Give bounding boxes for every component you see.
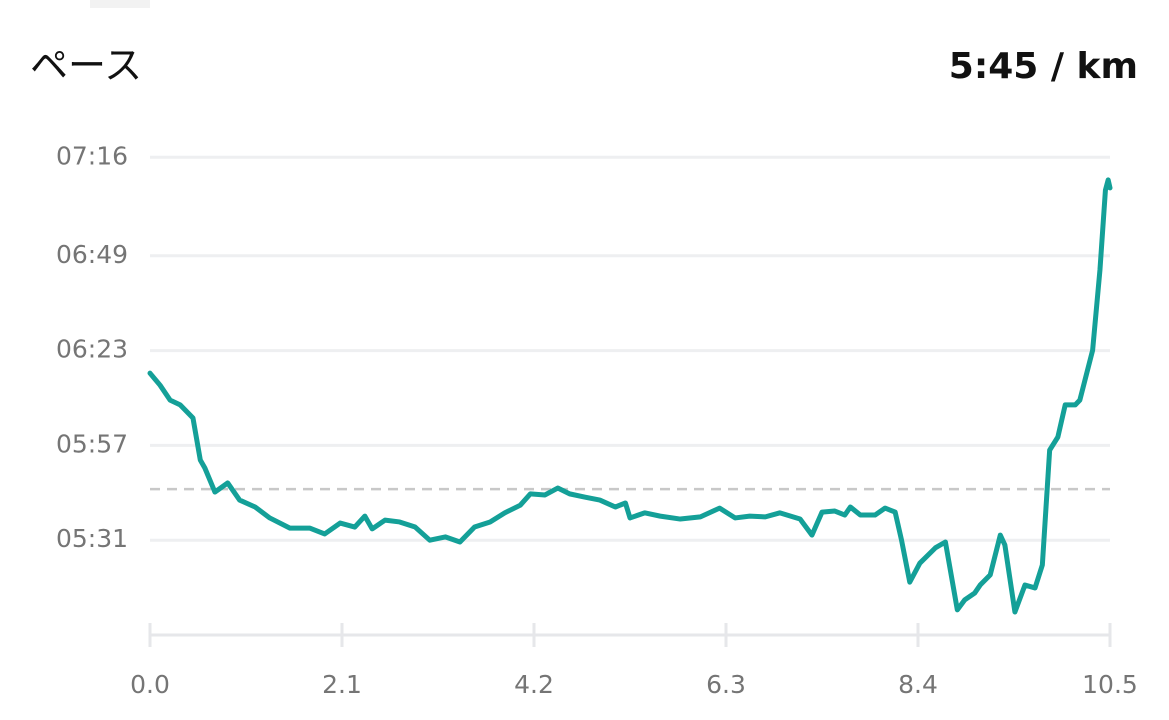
x-tick-label: 10.5 <box>1082 670 1138 699</box>
average-label: 5:45 / km <box>949 46 1138 87</box>
x-tick-label: 6.3 <box>706 670 746 699</box>
y-tick-label: 06:23 <box>56 335 128 364</box>
top-handle <box>90 0 150 8</box>
x-tick-label: 0.0 <box>130 670 170 699</box>
y-tick-label: 05:57 <box>56 429 128 458</box>
pace-line <box>147 177 1113 615</box>
y-tick-label: 06:49 <box>56 240 128 269</box>
chart-title: ペース <box>30 44 142 88</box>
x-tick-label: 2.1 <box>322 670 362 699</box>
y-tick-label: 05:31 <box>56 524 128 553</box>
x-tick-label: 4.2 <box>514 670 554 699</box>
x-tick-label: 8.4 <box>898 670 938 699</box>
y-tick-label: 07:16 <box>56 141 128 170</box>
